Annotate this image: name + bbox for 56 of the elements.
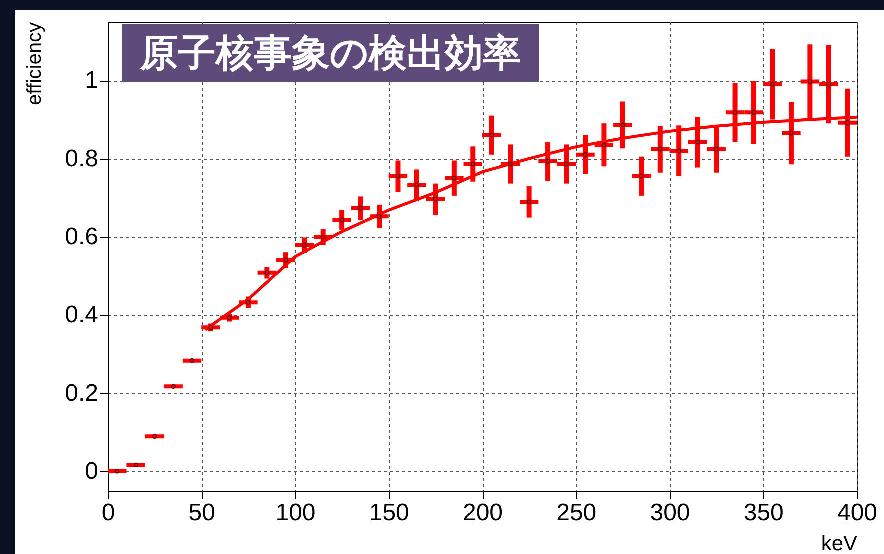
point (676, 148, 682, 154)
point (732, 110, 738, 116)
point (171, 384, 176, 390)
x-tick-label: 400 (837, 500, 878, 526)
point (433, 197, 438, 202)
point (770, 82, 776, 87)
point (658, 147, 663, 152)
point (377, 214, 382, 219)
point (396, 174, 401, 179)
point (358, 206, 364, 211)
point (546, 159, 550, 164)
x-tick-label: 250 (556, 500, 597, 526)
point (114, 469, 120, 474)
y-tick-label: 0 (85, 458, 98, 485)
point (808, 79, 813, 84)
point (620, 122, 626, 128)
point (414, 183, 420, 188)
x-tick-label: 50 (188, 500, 216, 526)
x-tick-label: 350 (744, 500, 784, 526)
y-tick-label: 0.8 (65, 145, 98, 172)
y-axis-title: efficiency (24, 22, 46, 106)
y-tick-label: 0.4 (65, 302, 98, 329)
point (752, 110, 756, 116)
x-tick-label: 300 (650, 500, 690, 526)
point (152, 434, 158, 440)
point (134, 462, 138, 468)
x-tick-label: 0 (102, 500, 116, 526)
x-tick-label: 200 (462, 500, 504, 526)
y-tick-label: 0.2 (65, 380, 98, 407)
point (695, 140, 700, 145)
x-tick-label: 150 (369, 500, 410, 526)
point (302, 243, 307, 248)
point (826, 82, 832, 87)
point (320, 234, 326, 240)
point (714, 147, 719, 152)
point (602, 142, 607, 148)
point (489, 132, 494, 138)
point (845, 120, 850, 126)
point (564, 162, 570, 167)
point (583, 152, 588, 158)
point (526, 200, 532, 205)
y-tick-label: 0.6 (65, 223, 98, 250)
point (246, 300, 251, 305)
x-axis-title: keV (821, 532, 858, 554)
point (264, 270, 270, 276)
chart-title: 原子核事象の検出効率 (122, 24, 539, 82)
x-tick-label: 100 (276, 500, 316, 526)
point (789, 131, 794, 136)
point (639, 174, 644, 179)
point (190, 358, 195, 364)
y-tick-label: 1 (85, 67, 98, 94)
point (452, 176, 457, 181)
point (508, 162, 513, 167)
point (470, 162, 476, 167)
point (284, 258, 288, 263)
point (340, 218, 344, 223)
